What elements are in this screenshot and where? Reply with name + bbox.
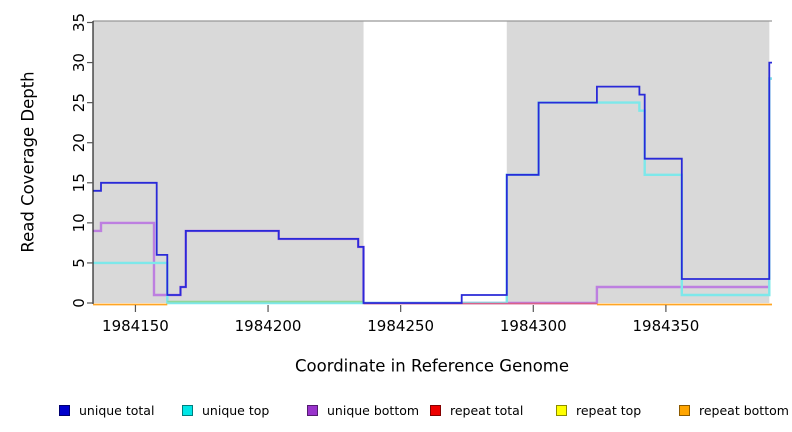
y-tick-label: 35 <box>70 13 88 32</box>
legend-swatch-unique-total <box>59 404 70 416</box>
y-tick-label: 20 <box>70 133 88 152</box>
legend: unique total unique top unique bottom repea… <box>0 398 792 422</box>
x-tick-label: 1984350 <box>633 317 700 335</box>
x-tick-label: 1984300 <box>500 317 567 335</box>
legend-label: unique bottom <box>327 402 420 418</box>
legend-label: unique total <box>79 402 155 418</box>
legend-item-unique-total: unique total <box>59 398 154 422</box>
repeat-region-shading-1 <box>93 21 364 303</box>
legend-item-unique-top: unique top <box>182 398 269 422</box>
series-line-unique-top <box>93 77 772 305</box>
legend-item-repeat-total: repeat total <box>430 398 523 422</box>
x-axis-title: Coordinate in Reference Genome <box>294 356 570 376</box>
legend-label: unique top <box>202 402 270 418</box>
y-tick-label: 25 <box>70 93 88 112</box>
legend-swatch-unique-top <box>182 404 193 416</box>
y-tick-label: 0 <box>70 298 88 308</box>
y-axis-title: Read Coverage Depth <box>18 71 38 253</box>
legend-swatch-repeat-bottom <box>679 404 690 416</box>
legend-item-unique-bottom: unique bottom <box>307 398 419 422</box>
legend-label: repeat top <box>576 402 642 418</box>
legend-item-repeat-bottom: repeat bottom <box>679 398 789 422</box>
x-tick-label: 1984150 <box>102 317 169 335</box>
x-tick-label: 1984250 <box>367 317 434 335</box>
series-line-unique-total <box>93 61 772 304</box>
legend-label: repeat bottom <box>699 402 789 418</box>
y-tick-label: 10 <box>70 213 88 232</box>
x-tick-label: 1984200 <box>235 317 302 335</box>
legend-label: repeat total <box>450 402 524 418</box>
y-tick-label: 30 <box>70 53 88 72</box>
legend-swatch-repeat-top <box>556 404 567 416</box>
y-tick-label: 5 <box>70 258 88 268</box>
legend-swatch-unique-bottom <box>307 404 318 416</box>
y-tick-label: 15 <box>70 173 88 192</box>
legend-item-repeat-top: repeat top <box>556 398 641 422</box>
legend-swatch-repeat-total <box>430 404 441 416</box>
repeat-region-shading-2 <box>506 21 770 303</box>
